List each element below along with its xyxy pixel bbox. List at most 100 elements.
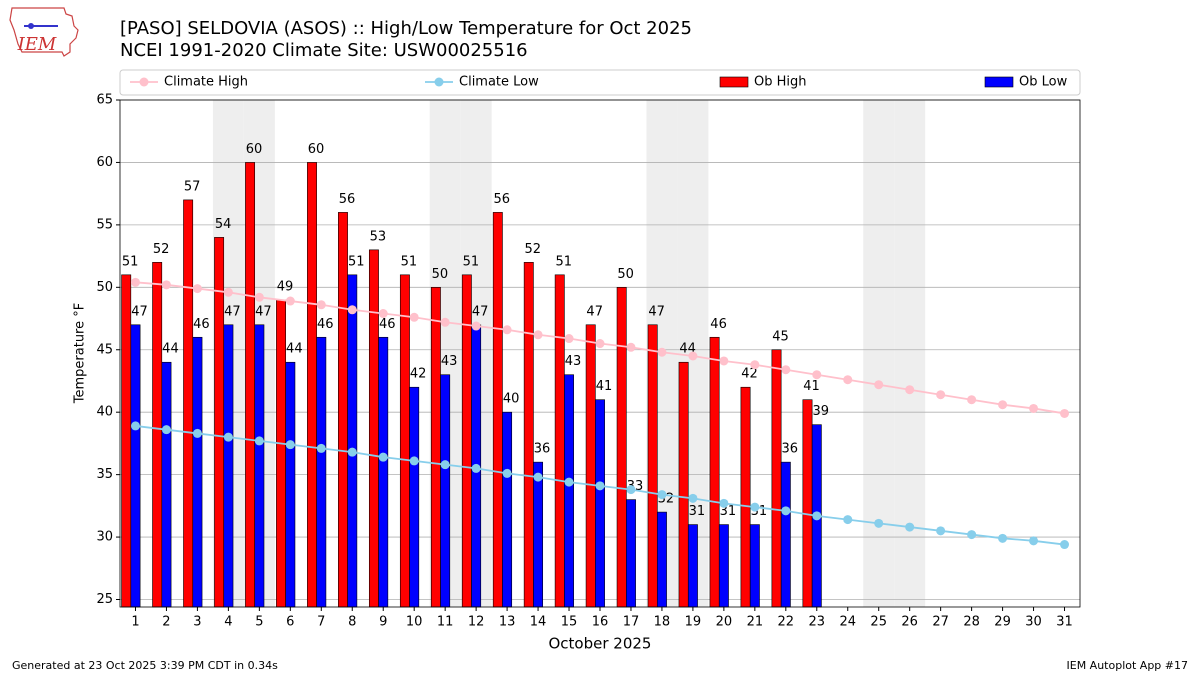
y-tick-label: 45 — [96, 342, 113, 357]
x-tick-label: 18 — [654, 615, 671, 630]
x-tick-label: 29 — [994, 615, 1011, 630]
legend-label: Climate High — [164, 75, 248, 90]
bar — [678, 361, 689, 608]
x-tick-label: 4 — [224, 615, 232, 630]
data-label: 40 — [503, 392, 520, 407]
marker — [130, 277, 140, 287]
marker — [161, 425, 171, 435]
marker — [285, 440, 295, 450]
marker — [1060, 408, 1070, 418]
data-label: 56 — [494, 192, 511, 207]
x-tick-label: 13 — [499, 615, 516, 630]
bar — [492, 212, 503, 608]
marker — [192, 428, 202, 438]
bar — [647, 324, 658, 608]
data-label: 41 — [596, 379, 613, 394]
marker — [564, 334, 574, 344]
bar — [771, 349, 782, 608]
data-label: 49 — [277, 279, 294, 294]
x-tick-label: 17 — [623, 615, 640, 630]
x-tick-label: 12 — [468, 615, 485, 630]
data-label: 42 — [741, 367, 758, 382]
legend-swatch — [719, 76, 749, 88]
bar — [616, 287, 627, 608]
x-tick-label: 24 — [839, 615, 856, 630]
marker — [812, 370, 822, 380]
data-label: 46 — [317, 317, 334, 332]
bar — [316, 336, 327, 608]
marker — [998, 400, 1008, 410]
marker — [533, 472, 543, 482]
data-label: 44 — [286, 342, 303, 357]
data-label: 47 — [131, 304, 148, 319]
data-label: 47 — [224, 304, 241, 319]
data-label: 50 — [432, 267, 449, 282]
y-tick-label: 25 — [96, 592, 113, 607]
bar — [152, 262, 163, 608]
legend-marker — [139, 77, 149, 87]
data-label: 51 — [122, 254, 139, 269]
marker — [502, 468, 512, 478]
marker — [347, 447, 357, 457]
marker — [626, 485, 636, 495]
plot-frame — [119, 99, 1081, 608]
bar — [130, 324, 141, 608]
x-tick-label: 31 — [1056, 615, 1073, 630]
y-tick-label: 50 — [96, 280, 113, 295]
footer-right: IEM Autoplot App #17 — [1067, 659, 1189, 672]
legend-label: Ob High — [754, 75, 807, 90]
data-label: 52 — [153, 242, 170, 257]
bar — [718, 524, 729, 608]
bar — [740, 386, 751, 608]
data-label: 51 — [463, 254, 480, 269]
x-tick-label: 16 — [592, 615, 609, 630]
bar — [749, 524, 760, 608]
bar — [502, 411, 513, 608]
marker — [936, 390, 946, 400]
y-tick-label: 65 — [96, 93, 113, 108]
logo-text: IEM — [17, 34, 57, 55]
x-tick-label: 21 — [747, 615, 764, 630]
data-label: 60 — [246, 142, 263, 157]
y-tick-label: 60 — [96, 155, 113, 170]
marker — [719, 498, 729, 508]
x-tick-label: 3 — [193, 615, 201, 630]
weekend-shade — [863, 100, 895, 607]
bar — [183, 199, 194, 608]
data-label: 57 — [184, 179, 201, 194]
bar — [214, 237, 225, 608]
data-label: 31 — [689, 504, 706, 519]
data-label: 47 — [586, 304, 603, 319]
bar — [687, 524, 698, 608]
x-tick-label: 22 — [778, 615, 795, 630]
bar — [368, 249, 379, 608]
x-tick-label: 9 — [379, 615, 387, 630]
marker — [409, 456, 419, 466]
marker — [564, 477, 574, 487]
data-label: 51 — [401, 254, 418, 269]
marker — [626, 342, 636, 352]
bar — [399, 274, 410, 608]
bar — [440, 374, 451, 608]
x-tick-label: 26 — [901, 615, 918, 630]
x-tick-label: 28 — [963, 615, 980, 630]
bar — [338, 212, 348, 608]
data-label: 60 — [308, 142, 325, 157]
y-tick-label: 35 — [96, 467, 113, 482]
bar — [254, 324, 265, 608]
bar — [223, 324, 234, 608]
legend-swatch — [984, 76, 1014, 88]
marker — [409, 312, 419, 322]
bar — [802, 399, 813, 608]
x-tick-label: 14 — [530, 615, 547, 630]
bar — [554, 274, 565, 608]
x-tick-label: 20 — [716, 615, 733, 630]
marker — [843, 515, 853, 525]
legend-label: Ob Low — [1019, 75, 1068, 90]
marker — [533, 330, 543, 340]
bar — [626, 499, 636, 608]
data-label: 47 — [255, 304, 272, 319]
marker — [440, 317, 450, 327]
data-label: 50 — [617, 267, 634, 282]
